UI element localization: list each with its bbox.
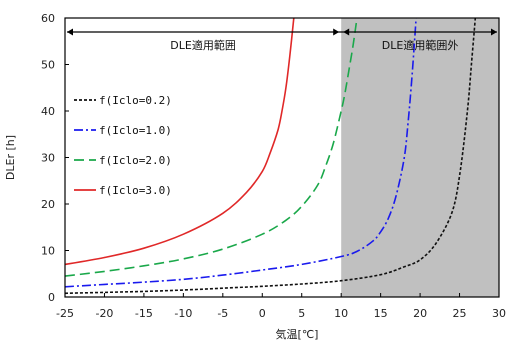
y-tick-label-6: 60 — [41, 12, 55, 25]
legend-label-1: f(Iclo=1.0) — [99, 124, 172, 137]
region-label-inside: DLE適用範囲 — [170, 38, 236, 52]
x-tick-label-8: 15 — [374, 307, 388, 320]
shaded-region-layer — [341, 18, 499, 297]
x-tick-label-1: -20 — [95, 307, 113, 320]
x-tick-label-11: 30 — [492, 307, 506, 320]
x-tick-label-2: -15 — [135, 307, 153, 320]
series-line-2 — [65, 18, 358, 277]
y-tick-label-3: 30 — [41, 152, 55, 165]
annotation-layer: DLE適用範囲 DLE適用範囲外 — [67, 28, 497, 52]
series-layer — [65, 18, 477, 295]
y-tick-label-1: 10 — [41, 245, 55, 258]
series-line-0 — [65, 18, 477, 295]
y-tick-label-0: 0 — [48, 291, 55, 304]
shaded-region — [341, 18, 499, 297]
y-axis-label: DLEr [h] — [4, 135, 17, 180]
arrowhead-left-start — [67, 28, 73, 36]
tick-layer: -25 -20 -15 -10 -5 0 5 10 15 20 25 30 0 10 20 30 40 50 60 — [41, 12, 506, 320]
y-tick-label-2: 20 — [41, 198, 55, 211]
legend-label-2: f(Iclo=2.0) — [99, 154, 172, 167]
x-tick-label-10: 25 — [453, 307, 467, 320]
y-tick-label-4: 40 — [41, 105, 55, 118]
y-tick-label-5: 50 — [41, 59, 55, 72]
arrowhead-left-end — [333, 28, 340, 36]
arrowhead-right-end — [491, 28, 497, 36]
x-tick-label-6: 5 — [298, 307, 305, 320]
x-tick-label-3: -10 — [174, 307, 192, 320]
x-tick-label-4: -5 — [217, 307, 228, 320]
series-line-3 — [65, 18, 295, 266]
region-label-outside: DLE適用範囲外 — [382, 38, 459, 52]
x-tick-label-7: 10 — [334, 307, 348, 320]
series-line-1 — [65, 18, 417, 288]
x-tick-label-0: -25 — [56, 307, 74, 320]
arrowhead-right-start — [343, 28, 350, 36]
legend-label-0: f(Iclo=0.2) — [99, 94, 172, 107]
x-tick-label-5: 0 — [259, 307, 266, 320]
legend-label-3: f(Iclo=3.0) — [99, 184, 172, 197]
x-axis-label: 気温[℃] — [276, 327, 319, 341]
x-tick-label-9: 20 — [413, 307, 427, 320]
legend-layer: f(Iclo=0.2) f(Iclo=1.0) f(Iclo=2.0) f(Iclo=… — [74, 94, 172, 197]
